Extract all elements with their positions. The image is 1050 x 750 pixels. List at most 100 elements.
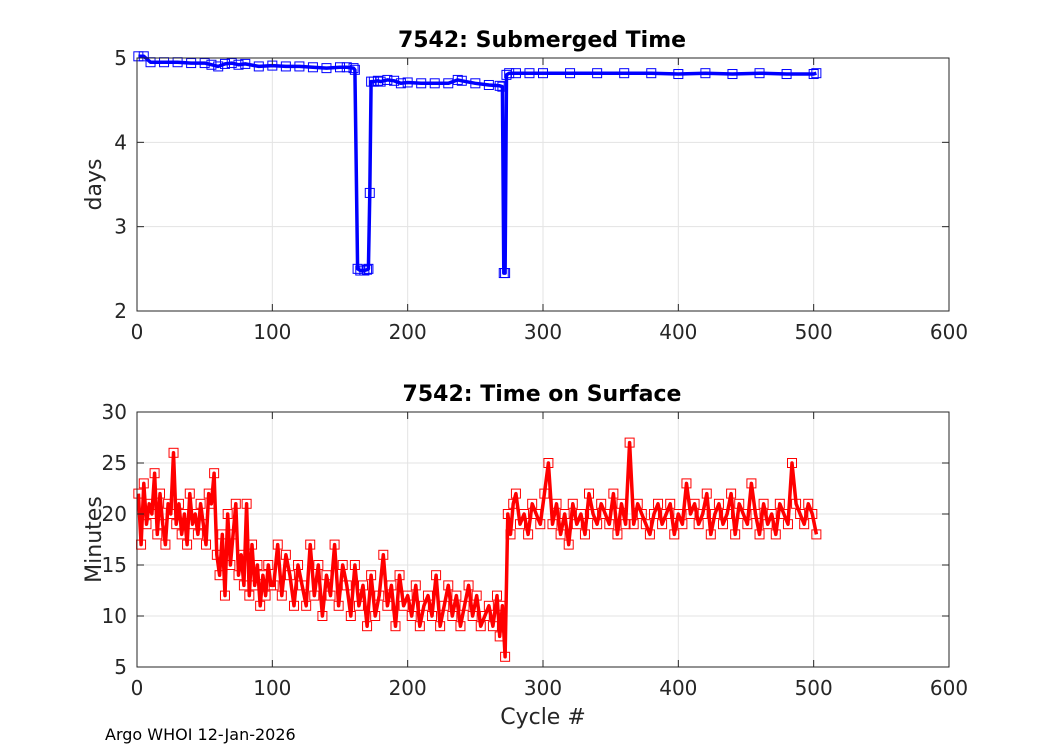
data-point — [317, 611, 328, 621]
data-point — [165, 509, 176, 519]
data-point — [588, 509, 599, 519]
chart-panel-2: 0 100 200 300 400 500 600 5 10 15 20 25 30 7542: Time… — [82, 382, 968, 730]
x-tick-label: 300 — [524, 320, 562, 344]
data-point — [187, 519, 198, 530]
data-point — [206, 59, 217, 70]
data-point — [616, 498, 627, 509]
data-point — [539, 488, 550, 499]
data-point — [722, 509, 733, 519]
data-point — [141, 519, 152, 530]
data-point — [628, 519, 639, 530]
data-point — [255, 600, 266, 611]
data-point — [209, 468, 220, 479]
data-point — [353, 600, 364, 611]
data-point — [811, 529, 822, 540]
data-point — [524, 68, 535, 79]
data-point — [459, 600, 470, 611]
data-point — [782, 519, 793, 530]
data-point — [523, 529, 534, 540]
data-point — [750, 509, 761, 519]
data-point — [263, 560, 274, 570]
x-tick-label: 600 — [930, 676, 968, 700]
data-point — [252, 560, 263, 570]
x-tick-label: 200 — [389, 320, 427, 344]
data-point — [184, 488, 195, 499]
x-tick-label: 300 — [524, 676, 562, 700]
y-tick-label: 15 — [102, 553, 127, 577]
data-point — [155, 488, 166, 499]
data-point — [186, 58, 197, 69]
data-point — [341, 62, 352, 73]
data-point — [514, 519, 525, 530]
data-point — [632, 498, 643, 509]
data-point — [439, 600, 450, 611]
data-point — [701, 488, 712, 499]
data-point — [531, 509, 542, 519]
data-point — [133, 51, 144, 62]
data-point — [301, 600, 312, 611]
y-tick-label: 2 — [114, 299, 127, 323]
data-point — [543, 458, 554, 468]
data-point — [620, 519, 631, 530]
data-point — [349, 560, 360, 570]
data-point — [766, 509, 777, 519]
data-point — [240, 58, 251, 69]
data-point — [233, 59, 244, 70]
data-point — [195, 498, 206, 509]
y-tick-label: 30 — [102, 400, 127, 424]
data-point — [505, 529, 516, 540]
chart-title: 7542: Time on Surface — [403, 382, 682, 407]
data-point — [510, 68, 521, 79]
data-point — [244, 590, 255, 601]
data-point — [238, 580, 249, 591]
data-point — [138, 478, 149, 489]
data-point — [547, 519, 558, 530]
data-point — [230, 498, 241, 509]
data-point — [280, 549, 291, 560]
data-point — [402, 77, 413, 88]
y-tick-label: 5 — [114, 655, 127, 679]
data-point — [364, 187, 375, 198]
data-point — [673, 69, 684, 80]
data-point — [596, 498, 607, 509]
chart-title: 7542: Submerged Time — [398, 28, 686, 53]
data-point — [337, 560, 348, 570]
data-point — [470, 78, 481, 89]
data-point — [510, 488, 521, 499]
data-point — [233, 570, 244, 581]
data-point — [494, 80, 505, 91]
data-point — [171, 519, 182, 530]
data-point — [677, 519, 688, 530]
series-line — [138, 54, 817, 275]
data-point — [257, 570, 268, 581]
data-point — [754, 68, 765, 79]
data-point — [390, 621, 401, 632]
data-point — [799, 519, 810, 530]
data-point — [228, 529, 239, 540]
x-tick-label: 0 — [131, 320, 144, 344]
data-point — [604, 519, 615, 530]
data-point — [727, 69, 738, 80]
data-point — [138, 51, 149, 62]
data-point — [742, 519, 753, 530]
data-point — [222, 509, 233, 519]
data-point — [808, 69, 819, 80]
x-tick-label: 100 — [253, 676, 291, 700]
data-point — [370, 611, 381, 621]
data-point — [427, 611, 438, 621]
data-point — [294, 61, 305, 72]
data-point — [144, 498, 155, 509]
data-point — [163, 498, 174, 509]
data-point — [551, 498, 562, 509]
data-point — [700, 68, 711, 79]
data-point — [199, 58, 210, 69]
data-point — [217, 529, 228, 540]
data-point — [491, 590, 502, 601]
data-point — [665, 498, 676, 509]
data-point — [414, 621, 425, 632]
x-tick-label: 100 — [253, 320, 291, 344]
data-point — [538, 68, 548, 79]
data-point — [494, 631, 505, 642]
data-point — [795, 509, 806, 519]
data-point — [811, 68, 822, 79]
